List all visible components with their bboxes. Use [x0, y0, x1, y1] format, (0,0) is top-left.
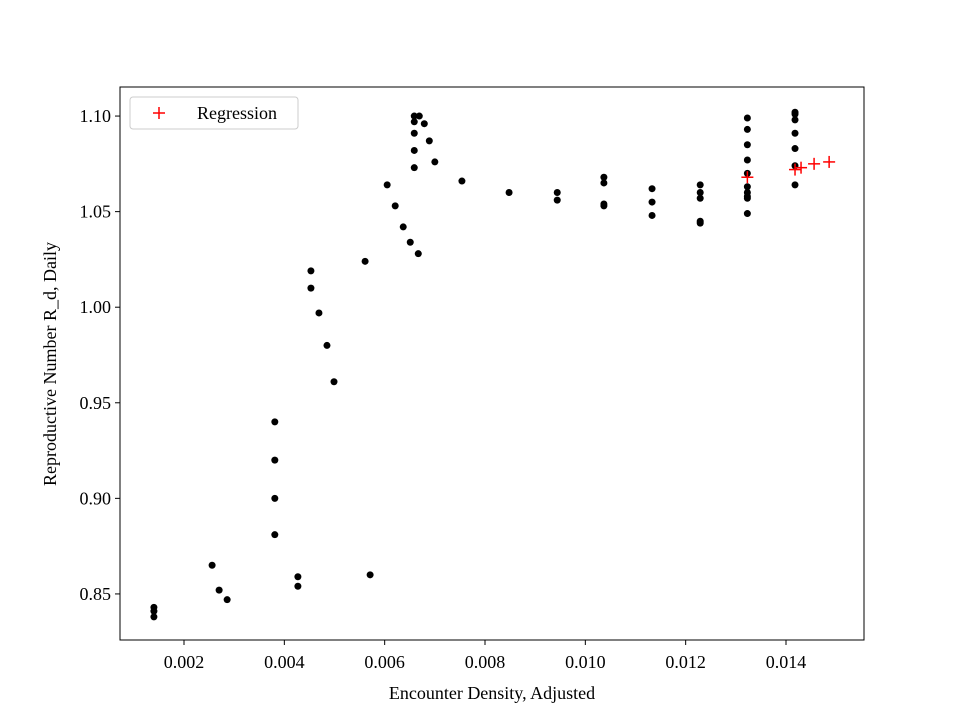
point: [791, 181, 799, 189]
point: [741, 171, 754, 184]
point: [505, 189, 513, 197]
point: [648, 185, 656, 193]
y-tick-label: 0.85: [80, 584, 112, 604]
y-tick-label: 1.00: [80, 297, 112, 317]
point: [410, 146, 418, 154]
x-tick-label: 0.012: [665, 652, 706, 672]
point: [791, 116, 799, 124]
y-tick-label: 0.95: [80, 393, 112, 413]
point: [361, 257, 369, 265]
y-tick-label: 0.90: [80, 488, 112, 508]
point: [215, 586, 223, 594]
point: [383, 181, 391, 189]
x-tick-label: 0.002: [164, 652, 205, 672]
point: [808, 157, 821, 170]
point: [307, 284, 315, 292]
point: [420, 120, 428, 128]
point: [795, 161, 808, 174]
point: [600, 202, 608, 210]
point: [410, 118, 418, 126]
point: [425, 137, 433, 145]
point: [271, 531, 279, 539]
point: [696, 189, 704, 197]
point: [366, 571, 374, 579]
point: [323, 341, 331, 349]
x-tick-label: 0.014: [766, 652, 807, 672]
point: [743, 183, 751, 191]
point: [648, 211, 656, 219]
point: [791, 145, 799, 153]
point: [330, 378, 338, 386]
point: [399, 223, 407, 231]
point: [743, 156, 751, 164]
point: [410, 164, 418, 172]
point: [391, 202, 399, 210]
plot-frame: [119, 86, 865, 641]
point: [458, 177, 466, 185]
point: [553, 196, 561, 204]
point: [315, 309, 323, 317]
point: [208, 561, 216, 569]
point: [743, 194, 751, 202]
point: [600, 173, 608, 181]
point: [406, 238, 414, 246]
legend-box: [129, 96, 299, 130]
y-axis-label: Reproductive Number R_d, Daily: [40, 242, 60, 486]
point: [150, 613, 158, 621]
point: [696, 181, 704, 189]
point: [553, 189, 561, 197]
point: [271, 418, 279, 426]
point: [271, 456, 279, 464]
x-axis-label: Encounter Density, Adjusted: [389, 683, 595, 703]
point: [789, 163, 802, 176]
legend-label: Regression: [197, 103, 277, 123]
y-tick-label: 1.10: [80, 106, 112, 126]
point: [294, 582, 302, 590]
point: [414, 250, 422, 258]
point: [150, 607, 158, 615]
point: [696, 194, 704, 202]
point: [271, 494, 279, 502]
point: [696, 219, 704, 227]
x-tick-label: 0.008: [465, 652, 506, 672]
point: [743, 125, 751, 133]
point: [410, 129, 418, 137]
point: [743, 141, 751, 149]
y-tick-label: 1.05: [80, 202, 112, 222]
x-tick-label: 0.010: [565, 652, 606, 672]
point: [791, 129, 799, 137]
point: [600, 179, 608, 187]
point: [743, 210, 751, 218]
point: [823, 155, 836, 168]
x-tick-label: 0.006: [364, 652, 405, 672]
point: [743, 114, 751, 122]
point: [294, 573, 302, 581]
point: [153, 107, 165, 119]
point: [415, 112, 423, 120]
x-tick-label: 0.004: [264, 652, 305, 672]
point: [648, 198, 656, 206]
point: [307, 267, 315, 275]
point: [410, 112, 418, 120]
point: [791, 110, 799, 118]
point: [223, 596, 231, 604]
point: [431, 158, 439, 166]
